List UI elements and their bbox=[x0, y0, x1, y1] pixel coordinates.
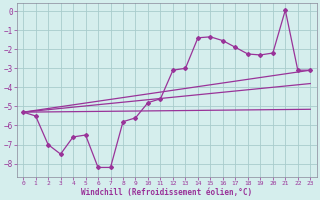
X-axis label: Windchill (Refroidissement éolien,°C): Windchill (Refroidissement éolien,°C) bbox=[81, 188, 252, 197]
